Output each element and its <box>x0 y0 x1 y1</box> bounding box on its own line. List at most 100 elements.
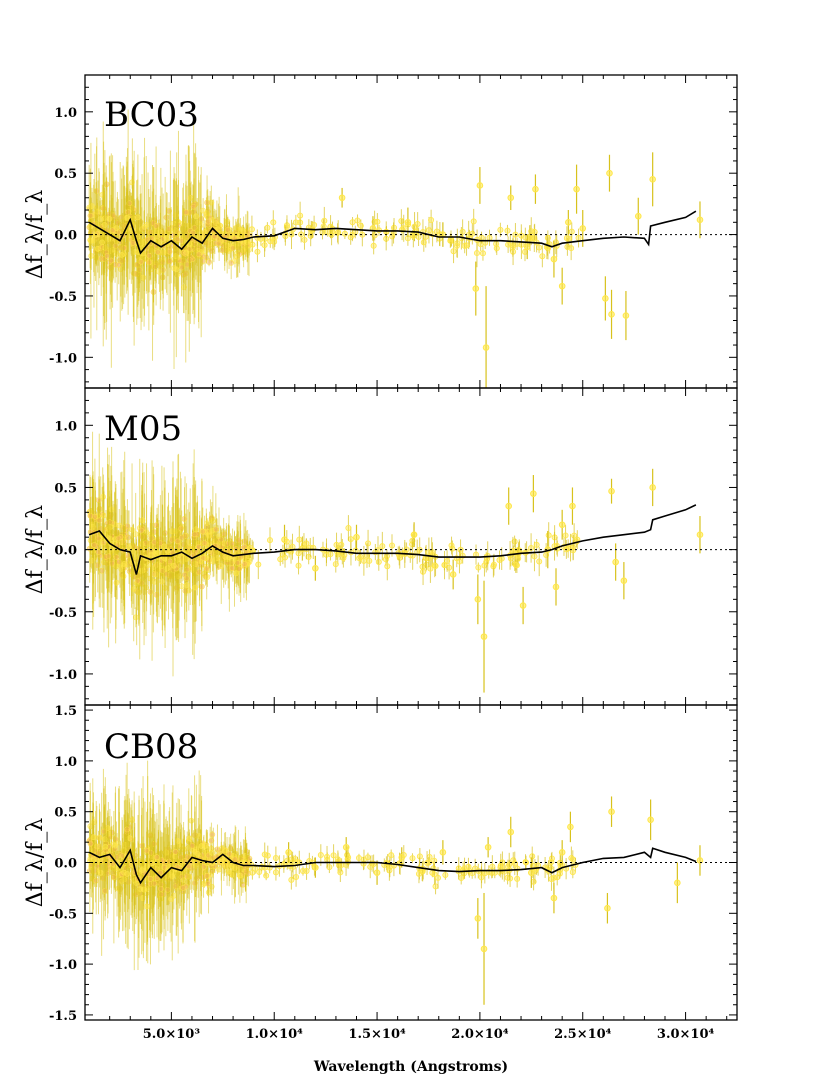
dense-cloud-cb08 <box>86 760 579 971</box>
panel-bc03-label: BC03 <box>104 95 199 135</box>
data-point-cb08-15 <box>608 796 615 827</box>
y-tick-label-m05-3: -0.5 <box>49 606 77 621</box>
data-point-m05-12 <box>558 509 566 540</box>
data-point-cb08-9 <box>507 816 515 848</box>
data-point-cb08-11 <box>550 882 558 914</box>
y-tick-label-cb08-1: 1.0 <box>54 755 77 770</box>
data-point-m05-16 <box>620 562 628 600</box>
y-tick-label-cb08-5: -1.0 <box>49 958 77 973</box>
data-point-cb08-4 <box>398 847 406 868</box>
y-tick-label-cb08-3: 0.0 <box>54 857 77 872</box>
y-tick-label-cb08-2: 0.5 <box>54 806 77 821</box>
dense-cloud-m05 <box>86 431 581 677</box>
data-point-bc03-21 <box>696 201 704 239</box>
y-tick-label-m05-1: 0.5 <box>54 481 77 496</box>
y-tick-label-m05-0: 1.0 <box>54 419 77 434</box>
y-tick-label-bc03-4: -1.0 <box>49 351 77 366</box>
data-point-cb08-6 <box>474 898 482 939</box>
y-axis-label-cb08: Δf_λ/f_λ <box>23 818 48 908</box>
residual-curve-m05 <box>88 504 697 575</box>
data-point-m05-13 <box>569 487 576 525</box>
y-tick-label-cb08-6: -1.5 <box>49 1009 77 1024</box>
y-tick-label-cb08-0: 1.5 <box>54 704 77 719</box>
data-point-bc03-3 <box>439 222 447 247</box>
data-point-cb08-12 <box>558 840 566 865</box>
data-point-cb08-0 <box>285 842 292 863</box>
data-point-cb08-18 <box>696 845 704 876</box>
data-point-bc03-11 <box>558 267 566 305</box>
data-point-bc03-17 <box>608 289 615 339</box>
data-point-bc03-18 <box>622 291 630 341</box>
data-point-m05-18 <box>696 516 704 554</box>
data-point-bc03-13 <box>573 164 580 214</box>
data-point-bc03-12 <box>565 210 572 235</box>
data-point-m05-6 <box>480 580 488 693</box>
data-point-cb08-16 <box>647 799 654 841</box>
panel-cb08-data <box>85 760 737 1005</box>
panel-cb08: 5.0×10³ 1.0×10⁴ 1.5×10⁴ 2.0×10⁴ 2.5×10⁴ 3.0×1… <box>23 704 738 1042</box>
data-point-cb08-13 <box>567 811 574 843</box>
data-point-bc03-8 <box>523 234 531 260</box>
panel-bc03: 1.0 0.5 0.0 -0.5 -1.0 Δf_λ/f_λ BC03 <box>23 74 738 389</box>
x-tick-label-4: 2.5×10⁴ <box>554 1027 612 1042</box>
panel-cb08-axes: 5.0×10³ 1.0×10⁴ 1.5×10⁴ 2.0×10⁴ 2.5×10⁴ 3.0×1… <box>23 704 738 1042</box>
data-point-m05-8 <box>519 586 527 625</box>
data-point-cb08-3 <box>373 860 381 885</box>
x-tick-label-5: 3.0×10⁴ <box>657 1027 715 1042</box>
x-axis-label: Wavelength (Angstroms) <box>313 1059 508 1075</box>
y-tick-label-bc03-2: 0.0 <box>54 229 77 244</box>
data-point-bc03-20 <box>649 152 656 207</box>
x-tick-label-0: 5.0×10³ <box>143 1027 201 1042</box>
data-point-m05-7 <box>505 487 512 525</box>
data-point-bc03-5 <box>476 167 484 204</box>
data-point-m05-5 <box>474 574 482 625</box>
data-point-m05-0 <box>281 524 288 555</box>
panel-m05-axes: 1.0 0.5 0.0 -0.5 -1.0 Δf_λ/f_λ <box>23 387 738 706</box>
data-point-m05-2 <box>353 524 360 550</box>
panel-m05-label: M05 <box>104 409 182 449</box>
panel-bc03-axes: 1.0 0.5 0.0 -0.5 -1.0 Δf_λ/f_λ <box>23 74 738 389</box>
y-axis-label-m05: Δf_λ/f_λ <box>23 505 48 595</box>
data-point-bc03-7 <box>507 185 515 211</box>
data-point-bc03-0 <box>338 187 346 208</box>
residual-curve-cb08 <box>88 847 697 885</box>
data-point-cb08-8 <box>484 837 492 858</box>
panel-m05: 1.0 0.5 0.0 -0.5 -1.0 Δf_λ/f_λ M05 <box>23 387 738 706</box>
y-tick-label-m05-4: -1.0 <box>49 668 77 683</box>
x-tick-label-3: 2.0×10⁴ <box>451 1027 509 1042</box>
panel-cb08-label: CB08 <box>104 727 198 767</box>
data-point-cb08-17 <box>674 862 681 904</box>
data-point-cb08-7 <box>480 892 488 1005</box>
y-tick-label-bc03-3: -0.5 <box>49 290 77 305</box>
data-point-bc03-6 <box>482 286 490 388</box>
x-tick-label-2: 1.5×10⁴ <box>348 1027 406 1042</box>
data-point-m05-17 <box>649 468 656 507</box>
data-point-bc03-4 <box>472 261 480 316</box>
data-point-cb08-2 <box>342 837 350 858</box>
data-point-bc03-16 <box>606 154 613 192</box>
data-point-cb08-14 <box>604 892 611 924</box>
y-tick-label-m05-2: 0.0 <box>54 544 77 559</box>
residual-curve-bc03 <box>88 210 697 255</box>
data-point-bc03-15 <box>602 276 609 321</box>
data-point-m05-11 <box>552 568 560 606</box>
data-point-bc03-2 <box>404 207 412 238</box>
y-axis-label-bc03: Δf_λ/f_λ <box>23 190 48 280</box>
x-tick-label-1: 1.0×10⁴ <box>246 1027 304 1042</box>
data-point-bc03-9 <box>532 174 539 204</box>
data-point-m05-14 <box>608 478 615 504</box>
y-tick-label-bc03-1: 0.5 <box>54 167 77 182</box>
panel-bc03-data <box>85 109 737 388</box>
data-point-cb08-5 <box>439 840 447 865</box>
data-point-cb08-1 <box>312 857 319 878</box>
data-point-m05-1 <box>312 555 319 581</box>
y-tick-label-cb08-4: -0.5 <box>49 907 77 922</box>
data-point-m05-9 <box>530 475 537 513</box>
y-tick-label-bc03-0: 1.0 <box>54 106 77 121</box>
panel-m05-data <box>85 431 737 693</box>
data-point-m05-15 <box>612 543 619 581</box>
data-point-m05-4 <box>449 559 457 590</box>
data-point-bc03-19 <box>634 197 642 235</box>
dense-cloud-bc03 <box>86 109 582 370</box>
